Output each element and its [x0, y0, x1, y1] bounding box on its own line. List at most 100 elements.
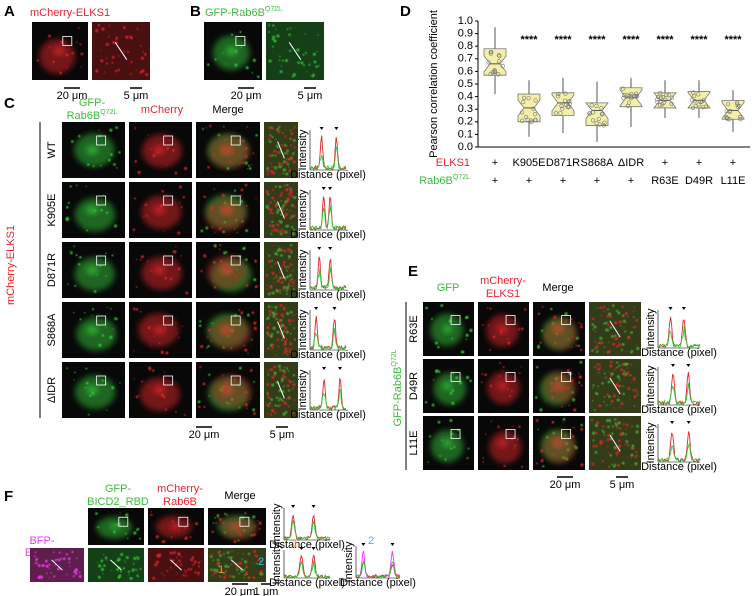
- puncta: [253, 412, 257, 416]
- puncta: [292, 319, 295, 322]
- puncta: [591, 349, 594, 352]
- puncta: [97, 526, 100, 529]
- puncta: [175, 245, 177, 248]
- puncta: [613, 407, 615, 409]
- significance: ****: [588, 34, 606, 46]
- puncta: [112, 41, 115, 44]
- puncta: [211, 574, 215, 577]
- puncta: [88, 394, 92, 398]
- puncta: [266, 326, 270, 330]
- puncta: [135, 555, 138, 558]
- puncta: [139, 70, 143, 74]
- puncta: [241, 523, 244, 526]
- puncta: [594, 431, 598, 435]
- puncta: [123, 559, 125, 561]
- puncta: [276, 228, 279, 232]
- puncta: [271, 136, 274, 139]
- puncta: [244, 512, 247, 514]
- roi-box: [163, 375, 174, 386]
- y-tick-label: 1.0: [458, 15, 473, 27]
- puncta: [283, 385, 285, 388]
- cell: [205, 198, 247, 232]
- puncta: [164, 371, 166, 373]
- plot-y-label: Intensity: [297, 189, 309, 230]
- peak-arrow: [332, 307, 337, 310]
- puncta: [282, 264, 286, 267]
- puncta: [285, 152, 289, 155]
- puncta: [292, 270, 294, 272]
- plot-y-label: Intensity: [645, 365, 657, 406]
- puncta: [267, 192, 270, 196]
- puncta: [291, 263, 294, 266]
- puncta: [85, 367, 88, 370]
- puncta: [207, 63, 210, 66]
- puncta: [104, 556, 108, 560]
- puncta: [489, 384, 493, 388]
- puncta: [293, 327, 296, 330]
- puncta: [288, 348, 291, 351]
- puncta: [272, 24, 275, 27]
- micrograph: [196, 302, 260, 358]
- puncta: [286, 353, 289, 356]
- puncta: [286, 208, 288, 211]
- puncta: [578, 373, 580, 375]
- puncta: [52, 551, 55, 554]
- puncta: [163, 230, 165, 232]
- puncta: [451, 401, 455, 405]
- puncta: [125, 513, 129, 517]
- puncta: [212, 552, 214, 554]
- cell-core: [85, 325, 99, 335]
- puncta: [153, 335, 156, 337]
- puncta: [540, 449, 544, 453]
- puncta: [312, 52, 316, 56]
- puncta: [592, 439, 595, 442]
- puncta: [269, 135, 272, 138]
- puncta: [267, 207, 270, 210]
- puncta: [182, 195, 186, 199]
- puncta: [313, 60, 317, 64]
- puncta: [97, 575, 101, 579]
- peak-arrow: [314, 307, 319, 310]
- puncta: [73, 371, 76, 374]
- puncta: [595, 345, 599, 349]
- puncta: [611, 304, 615, 307]
- puncta: [484, 433, 487, 436]
- puncta: [274, 274, 278, 278]
- puncta: [562, 421, 564, 424]
- puncta: [208, 373, 211, 376]
- point: [664, 92, 669, 98]
- micrograph: [88, 548, 144, 582]
- profile-line: [170, 559, 182, 571]
- puncta: [250, 369, 253, 372]
- puncta: [267, 305, 270, 308]
- puncta: [57, 567, 60, 571]
- puncta: [202, 254, 207, 258]
- puncta: [613, 418, 617, 421]
- puncta: [241, 570, 244, 573]
- puncta: [160, 572, 163, 575]
- puncta: [255, 197, 257, 200]
- point: [700, 105, 705, 110]
- puncta: [271, 45, 274, 48]
- puncta: [172, 551, 176, 555]
- puncta: [268, 24, 271, 27]
- puncta: [609, 453, 612, 457]
- puncta: [184, 570, 187, 573]
- puncta: [144, 53, 147, 56]
- puncta: [101, 379, 105, 382]
- puncta: [566, 369, 570, 373]
- cell-core: [497, 324, 508, 334]
- puncta: [592, 444, 596, 448]
- puncta: [434, 341, 438, 345]
- row-label-sup: Q72L: [453, 174, 470, 181]
- puncta: [133, 556, 137, 561]
- micrograph: [62, 242, 125, 298]
- plot-x-label: Distance (pixel): [340, 577, 416, 589]
- puncta: [617, 385, 620, 388]
- x-tick-label: +: [662, 157, 668, 169]
- cell-core: [220, 325, 234, 335]
- puncta: [616, 375, 621, 379]
- puncta: [614, 321, 618, 325]
- puncta: [218, 562, 221, 565]
- cell-core: [85, 145, 99, 155]
